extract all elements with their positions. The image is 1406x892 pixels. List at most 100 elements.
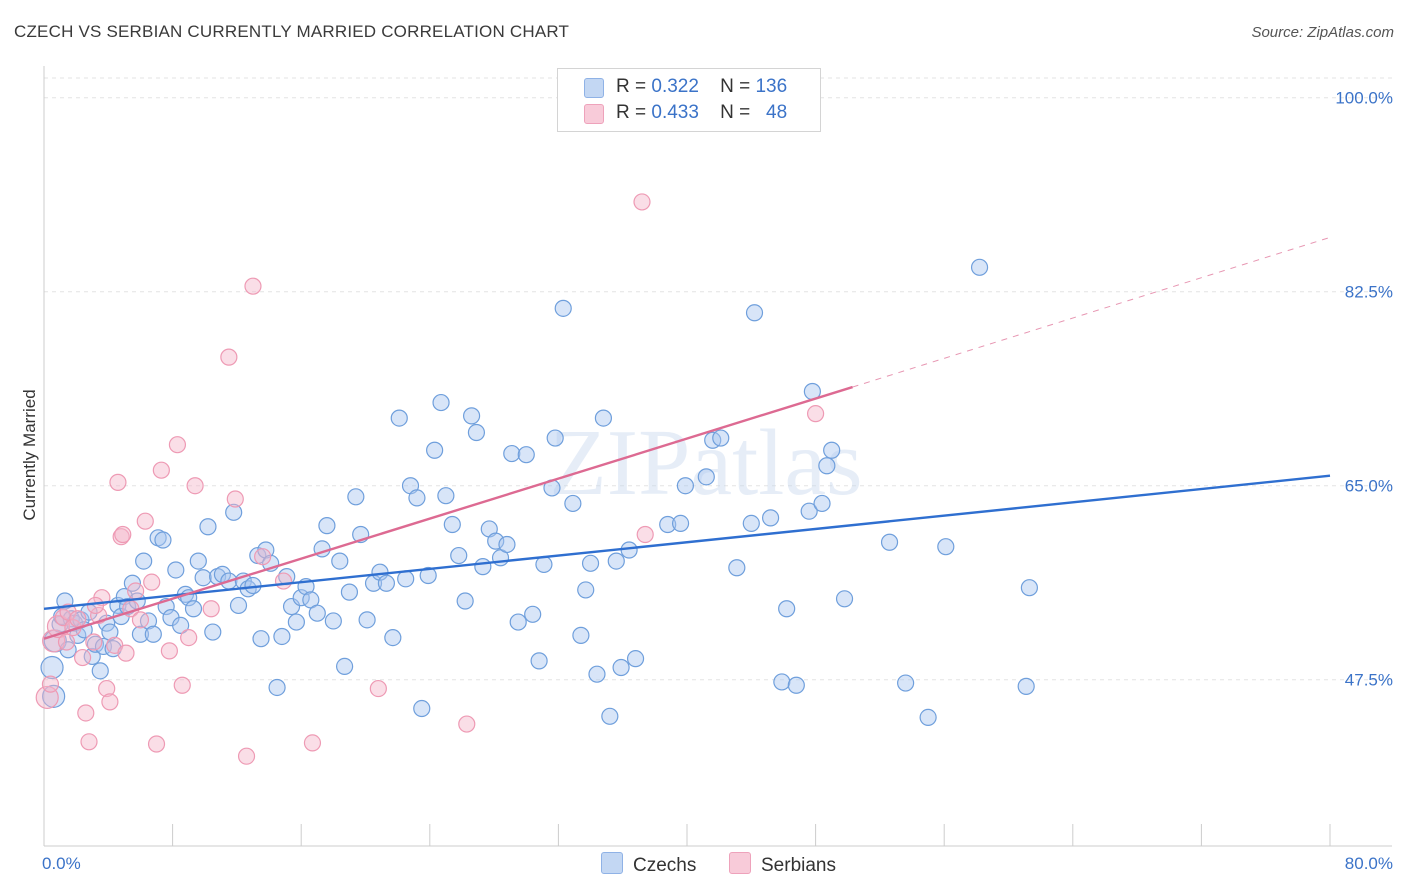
czechs-point (194, 569, 212, 587)
serbians-swatch (584, 104, 604, 124)
czechs-point (487, 532, 505, 550)
czechs-point (101, 623, 119, 641)
czechs-point (456, 592, 474, 610)
czechs-point (474, 558, 492, 576)
serbians-point (127, 582, 145, 600)
czechs-point (728, 559, 746, 577)
serbians-point (86, 596, 105, 615)
czechs-point (773, 673, 791, 691)
n-label: N = (720, 102, 751, 123)
r-value: 0.322 (651, 76, 699, 97)
r-label: R = (616, 102, 647, 123)
czechs-point (426, 441, 444, 459)
n-label: N = (720, 76, 751, 97)
czechs-point (1017, 677, 1035, 695)
czechs-point (340, 583, 359, 601)
czechs-point (467, 423, 486, 442)
serbians-point (254, 548, 272, 566)
czechs-point (443, 515, 461, 534)
czechs-point (131, 625, 150, 643)
serbians-point (202, 600, 220, 618)
czechs-point (331, 552, 349, 570)
serbians-point (274, 572, 293, 590)
serbians-point (180, 628, 198, 647)
serbians-point (131, 611, 150, 629)
czechs-point (607, 552, 625, 570)
y-tick-label: 82.5% (1345, 283, 1393, 302)
legend-item-czechs: Czechs (601, 852, 696, 877)
czechs-point (167, 561, 185, 579)
czechs-point (154, 531, 172, 549)
serbians-point (303, 734, 322, 752)
czechs-point (204, 623, 222, 641)
czechs-legend-label: Czechs (633, 855, 697, 876)
czechs-point (413, 699, 431, 718)
legend-item-serbians: Serbians (729, 852, 836, 877)
serbians-point (147, 735, 166, 753)
correlation-legend: R = 0.322 N = 136 R = 0.433 N = 48 (557, 68, 821, 132)
y-tick-label: 65.0% (1345, 477, 1393, 496)
serbians-point (109, 473, 127, 491)
czechs-point (937, 538, 955, 556)
czechs-point (144, 625, 162, 643)
czechs-point (318, 517, 336, 535)
czechs-point (970, 258, 989, 276)
czechs-point (509, 613, 527, 631)
czechs-point (308, 604, 326, 622)
serbians-point (633, 193, 651, 211)
serbians-point (143, 573, 161, 591)
czechs-point (745, 304, 764, 322)
serbians-legend-swatch (729, 852, 751, 874)
serbians-point (244, 277, 262, 295)
trend-lines (43, 236, 1331, 640)
n-value: 136 (755, 76, 788, 97)
source-label: Source: ZipAtlas.com (1251, 24, 1394, 41)
serbians-point (69, 610, 87, 628)
czechs-point (676, 477, 694, 495)
czechs-point (172, 616, 190, 634)
serbians-point (220, 348, 238, 366)
serbians-point (186, 477, 204, 495)
czechs-point (91, 662, 109, 680)
czechs-point (450, 546, 468, 565)
serbians-legend-label: Serbians (761, 855, 836, 876)
chart-title: CZECH VS SERBIAN CURRENTLY MARRIED CORRE… (14, 22, 570, 41)
czechs-point (577, 581, 595, 599)
x-tick-label: 0.0% (42, 854, 81, 873)
serbians-point (237, 747, 256, 765)
czechs-point (897, 674, 915, 692)
czechs-point (818, 457, 836, 475)
czechs-point (761, 509, 780, 527)
czechs-point (546, 429, 564, 447)
czechs-point (347, 488, 365, 506)
czechs-point (408, 489, 426, 507)
czechs-point (778, 600, 796, 618)
czechs-point (397, 570, 415, 588)
czechs-point (835, 590, 854, 608)
r-label: R = (616, 76, 647, 97)
czechs-points (40, 258, 1038, 727)
czechs-point (813, 494, 831, 513)
czechs-point (287, 613, 305, 631)
czechs-point (823, 441, 841, 459)
czechs-point (437, 487, 455, 505)
czechs-point (581, 554, 600, 572)
czechs-swatch (584, 78, 604, 98)
serbians-point (160, 642, 178, 660)
czechs-point (225, 503, 243, 521)
serbians-trend-extension (852, 236, 1331, 388)
czechs-point (697, 468, 715, 486)
czechs-point (273, 627, 291, 646)
czechs-point (530, 652, 548, 670)
czechs-point (787, 676, 805, 694)
czechs-point (358, 611, 376, 629)
serbians-point (152, 461, 170, 479)
tick-labels: 47.5% 65.0% 82.5% 100.0% 0.0% 80.0% (42, 89, 1393, 873)
czechs-point (268, 678, 286, 697)
czechs-point (564, 494, 582, 513)
czechs-point (524, 605, 542, 623)
czechs-point (390, 409, 408, 427)
serbians-point (806, 405, 825, 423)
czechs-point (498, 535, 516, 554)
czechs-point (384, 628, 402, 647)
